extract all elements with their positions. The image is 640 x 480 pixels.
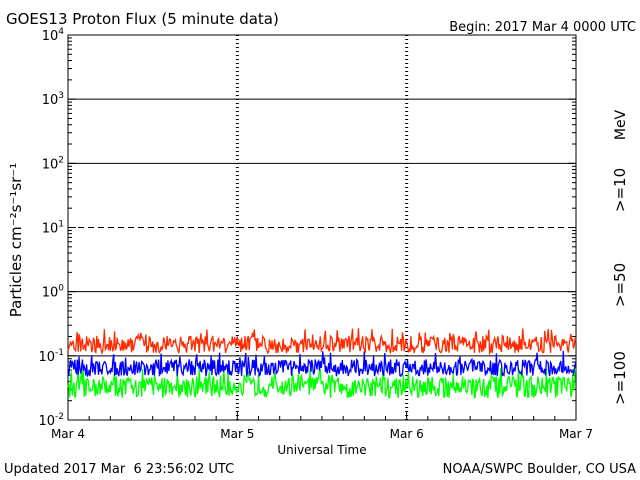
x-tick-label: Mar 4: [51, 427, 85, 441]
begin-time: Begin: 2017 Mar 4 0000 UTC: [449, 20, 636, 35]
legend-series-0: >=10: [611, 168, 629, 212]
y-tick-label: 10-1: [38, 348, 64, 365]
y-tick-label: 102: [42, 155, 64, 172]
legend-series-1: >=50: [611, 263, 629, 307]
x-axis-label: Universal Time: [277, 443, 366, 457]
y-tick-label: 100: [42, 284, 65, 301]
y-tick-label: 10-2: [38, 412, 64, 429]
updated-time: Updated 2017 Mar 6 23:56:02 UTC: [4, 462, 234, 477]
day-divider-ticks: [235, 35, 409, 420]
flux-series: [67, 328, 577, 399]
series-line-0: [67, 328, 577, 356]
y-tick-label: 103: [42, 91, 64, 108]
series-line-2: [67, 366, 577, 399]
credit: NOAA/SWPC Boulder, CO USA: [443, 462, 636, 477]
x-tick-label: Mar 5: [220, 427, 254, 441]
unit-label: MeV: [613, 109, 629, 140]
x-tick-label: Mar 6: [390, 427, 424, 441]
y-axis-label: Particles cm⁻²s⁻¹sr⁻¹: [7, 163, 25, 317]
series-line-1: [67, 350, 577, 378]
y-tick-label: 104: [42, 27, 65, 44]
y-tick-label: 101: [42, 220, 64, 237]
legend-series-2: >=100: [611, 351, 629, 405]
chart-title: GOES13 Proton Flux (5 minute data): [6, 10, 279, 28]
x-tick-label: Mar 7: [559, 427, 593, 441]
x-axis-ticks: Mar 4 Mar 5 Mar 6 Mar 7: [51, 412, 593, 441]
